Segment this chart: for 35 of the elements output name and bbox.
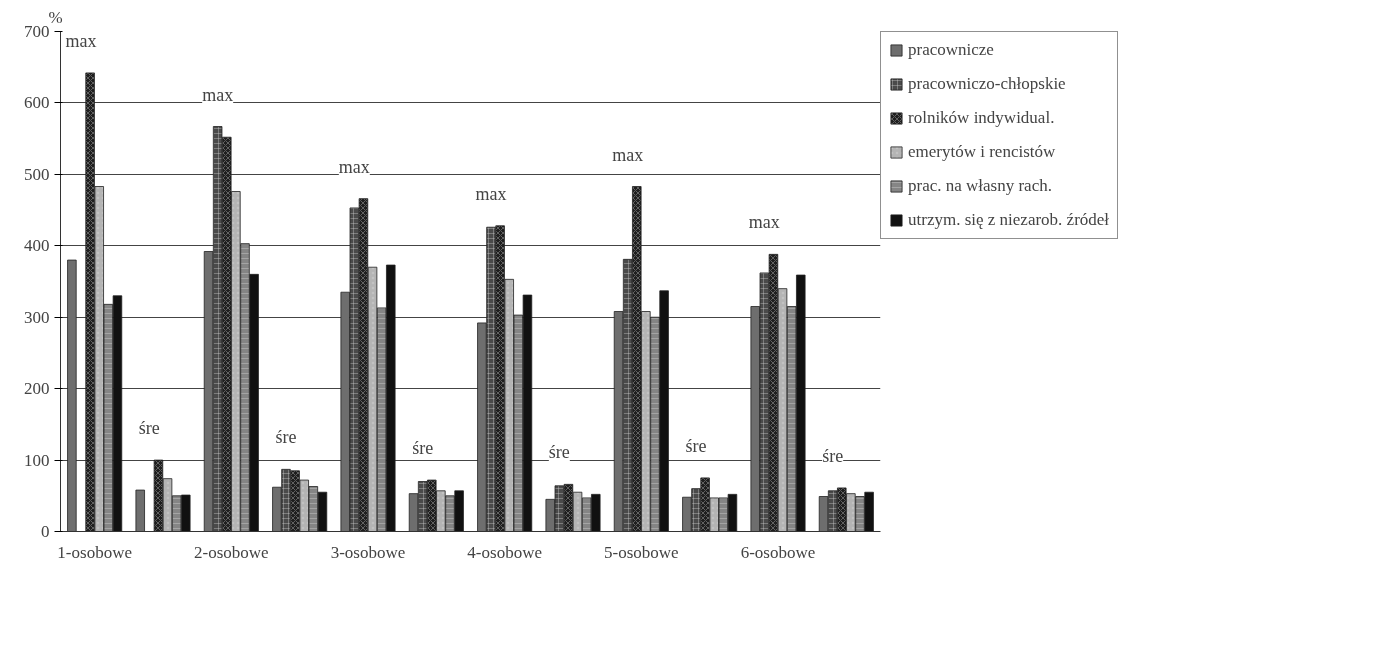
legend-label: rolników indywidual.: [908, 108, 1055, 128]
x-tick-label: 6-osobowe: [740, 542, 816, 562]
annotation: max: [748, 212, 780, 233]
annotation: max: [202, 84, 234, 105]
x-tick-label: 4-osobowe: [467, 542, 542, 562]
y-tick-label: 500: [24, 164, 50, 184]
annotation: śre: [138, 418, 160, 439]
y-tick-label: 300: [24, 307, 50, 327]
legend-label: emerytów i rencistów: [908, 142, 1056, 162]
x-tick-label: 3-osobowe: [330, 542, 406, 562]
y-axis-title: %: [48, 7, 63, 27]
legend-label: pracownicze: [908, 40, 994, 60]
annotation: max: [475, 183, 507, 204]
annotation: max: [338, 156, 370, 177]
x-tick-label: 2-osobowe: [194, 542, 269, 562]
bar: [135, 489, 145, 532]
legend-label: prac. na własny rach.: [908, 176, 1052, 196]
y-tick-label: 0: [41, 522, 50, 541]
annotation: śre: [822, 445, 844, 466]
annotation: śre: [548, 442, 570, 463]
annotation: max: [65, 30, 97, 51]
annotation: śre: [412, 438, 434, 459]
y-tick-label: 700: [24, 22, 50, 41]
y-tick-label: 600: [24, 93, 50, 113]
annotation: max: [612, 144, 644, 165]
y-tick-label: 100: [24, 450, 50, 470]
legend-label: pracowniczo-chłopskie: [908, 74, 1066, 94]
y-tick-label: 200: [24, 379, 50, 399]
x-tick-label: 1-osobowe: [57, 542, 132, 562]
x-tick-label: 5-osobowe: [604, 542, 679, 562]
annotation: śre: [685, 435, 707, 456]
bar: [67, 259, 77, 532]
legend-label: utrzym. się z niezarob. źródeł: [908, 210, 1110, 230]
y-tick-label: 400: [24, 236, 50, 256]
annotation: śre: [275, 427, 297, 448]
